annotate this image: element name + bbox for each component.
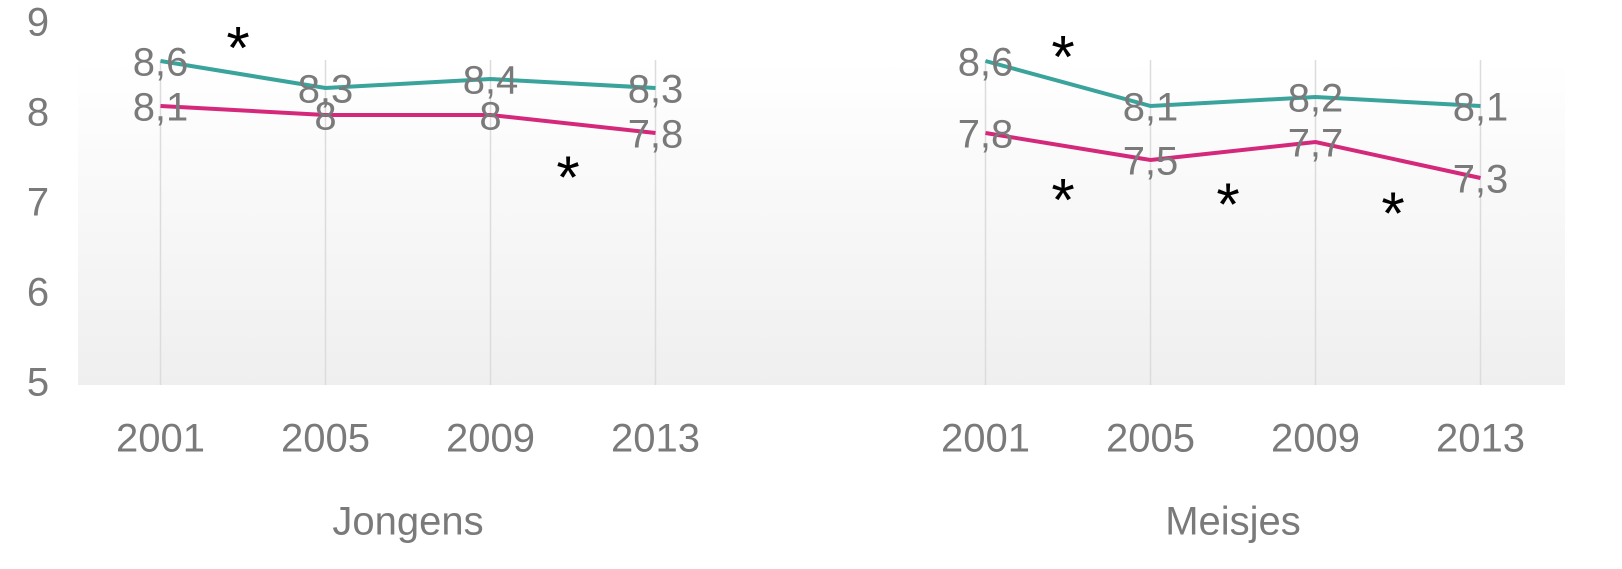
group-label: Jongens <box>332 500 483 544</box>
line <box>160 104 656 135</box>
x-tick-label: 2013 <box>611 417 700 461</box>
value-label: 8,6 <box>133 41 189 85</box>
x-tick-label: 2013 <box>1436 417 1525 461</box>
value-label: 8,1 <box>133 86 189 130</box>
y-tick-label: 5 <box>27 361 49 405</box>
value-label: 8,4 <box>463 59 519 103</box>
y-tick-label: 9 <box>27 1 49 45</box>
line <box>160 59 656 91</box>
value-label: 8,6 <box>958 41 1014 85</box>
value-label: 8 <box>479 95 501 139</box>
value-label: 7,8 <box>958 113 1014 157</box>
value-label: 8,1 <box>1453 86 1509 130</box>
x-tick-label: 2009 <box>1271 417 1360 461</box>
line <box>984 59 1481 109</box>
line <box>985 131 1481 180</box>
x-tick-label: 2005 <box>281 417 370 461</box>
annotation: * <box>1051 166 1074 233</box>
value-label: 8 <box>314 95 336 139</box>
group-label: Meisjes <box>1165 500 1301 544</box>
value-label: 8,3 <box>628 68 684 112</box>
annotation: * <box>226 14 249 81</box>
annotation: * <box>1216 171 1239 238</box>
y-tick-label: 8 <box>27 91 49 135</box>
value-label: 8,3 <box>298 68 354 112</box>
value-label: 8,2 <box>1288 77 1344 121</box>
value-label: 7,8 <box>628 113 684 157</box>
y-tick-label: 6 <box>27 271 49 315</box>
annotation: * <box>1051 23 1074 90</box>
x-tick-label: 2001 <box>941 417 1030 461</box>
x-tick-label: 2005 <box>1106 417 1195 461</box>
value-label: 7,3 <box>1453 158 1509 202</box>
y-tick-label: 7 <box>27 181 49 225</box>
x-tick-label: 2009 <box>446 417 535 461</box>
value-label: 7,7 <box>1288 122 1344 166</box>
value-label: 8,1 <box>1123 86 1179 130</box>
value-label: 7,5 <box>1123 140 1179 184</box>
annotation: * <box>1381 180 1404 247</box>
annotation: * <box>556 144 579 211</box>
x-tick-label: 2001 <box>116 417 205 461</box>
